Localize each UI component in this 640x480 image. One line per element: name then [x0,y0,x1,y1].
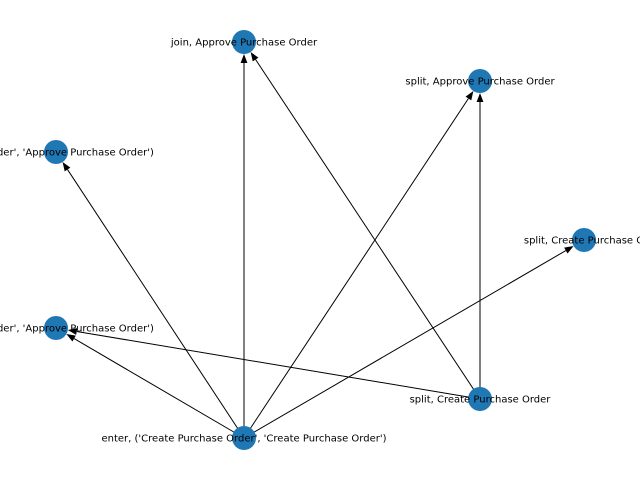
node-split-approve-purchase-order[interactable] [468,69,492,93]
edge-n7-n2 [243,98,469,439]
labels-layer: join, Approve Purchase Order split, Appro… [0,38,640,445]
node-split-create-purchase-order-right[interactable] [572,228,596,252]
arrowhead-n6-n5 [67,328,78,335]
edge-n7-n5 [73,338,245,439]
arrowhead-n7-n4 [564,246,574,254]
arrowhead-n7-n3 [62,162,71,172]
node-join-approve-purchase-order[interactable] [232,30,256,54]
node-join-approve-purchase-order-label: join, Approve Purchase Order [170,38,318,49]
node-split-create-purchase-order-label: split, Create Purchase Order [410,395,552,406]
node-enter-create-purchase-order-label: enter, ('Create Purchase Order', 'Create… [101,434,386,445]
edge-n7-n4 [243,250,567,439]
nodes-layer [44,30,596,450]
arrowhead-n6-n1 [250,52,259,62]
node-tuple-approve-upper-label: hase Order', 'Approve Purchase Order') [0,148,154,159]
arrowhead-n7-n1 [240,54,248,63]
node-tuple-approve-lower[interactable] [44,316,68,340]
edge-n6-n5 [76,330,481,400]
node-tuple-approve-lower-label: hase Order', 'Approve Purchase Order') [0,324,154,335]
edge-n7-n3 [67,169,245,439]
arrowhead-n7-n5 [66,334,76,342]
node-split-approve-purchase-order-label: split, Approve Purchase Order [405,77,555,88]
node-split-create-purchase-order-right-label: split, Create Purchase O [524,236,640,247]
node-enter-create-purchase-order[interactable] [232,426,256,450]
node-split-create-purchase-order[interactable] [468,387,492,411]
edges-layer [62,52,574,439]
node-tuple-approve-upper[interactable] [44,140,68,164]
arrowhead-n6-n2 [476,93,484,102]
edge-n6-n1 [255,59,481,400]
arrowhead-n7-n2 [465,91,474,101]
